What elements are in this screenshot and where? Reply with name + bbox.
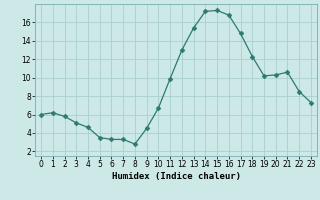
X-axis label: Humidex (Indice chaleur): Humidex (Indice chaleur): [111, 172, 241, 181]
